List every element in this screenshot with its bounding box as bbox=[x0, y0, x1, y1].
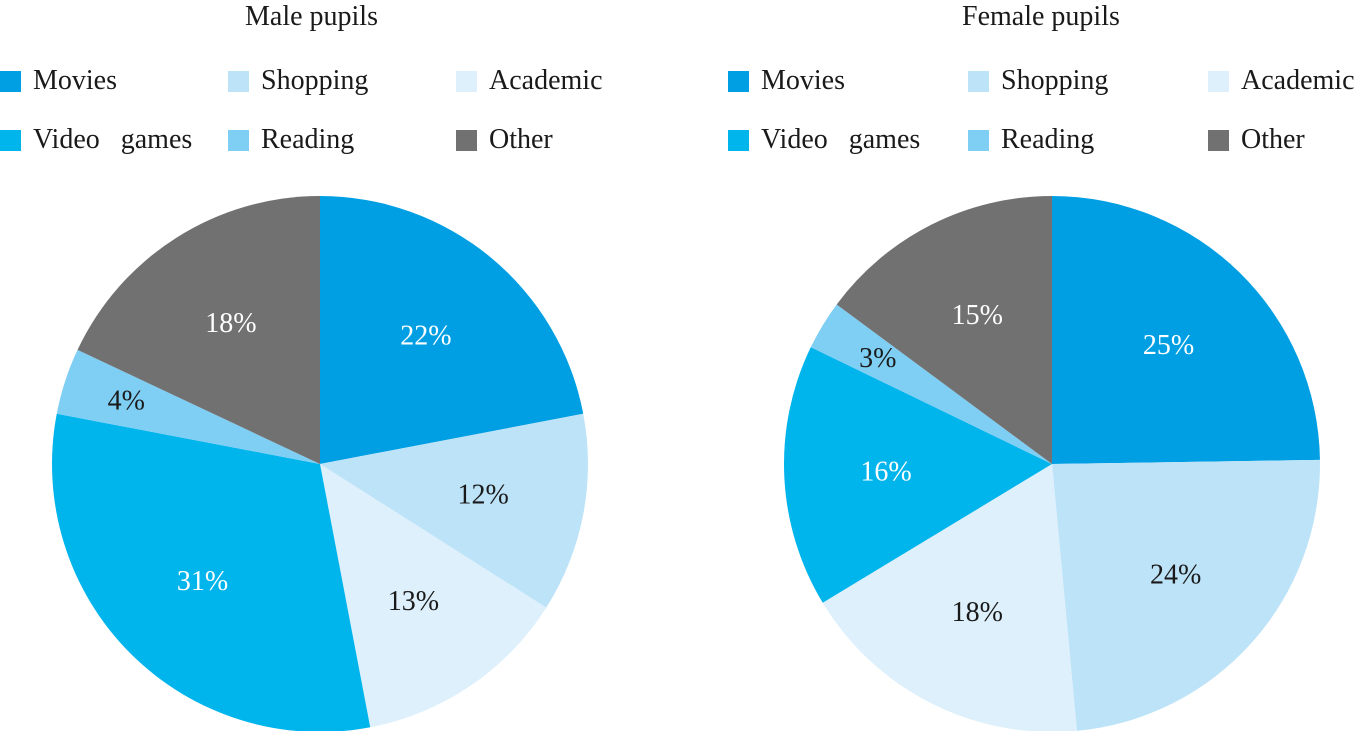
pie-slice-movies bbox=[1052, 196, 1320, 464]
legend-label: Movies bbox=[33, 65, 117, 96]
data-label-video-games: 16% bbox=[860, 456, 911, 487]
legend-item-other: Other bbox=[1208, 123, 1305, 157]
pie-slice-academic bbox=[822, 464, 1077, 731]
pie-slice-academic bbox=[320, 464, 547, 728]
legend-label: Shopping bbox=[261, 65, 369, 96]
legend-swatch-video-games bbox=[0, 129, 21, 151]
female-pie: 25% 24% 18% 16% 3% 15% bbox=[783, 196, 1321, 731]
pie-slice-video-games bbox=[783, 347, 1052, 603]
data-label-academic: 13% bbox=[388, 586, 439, 617]
legend-item-video-games: Video games bbox=[728, 123, 920, 157]
legend-label: Shopping bbox=[1001, 65, 1109, 96]
legend-swatch-reading bbox=[228, 129, 249, 151]
data-label-reading: 4% bbox=[108, 386, 145, 417]
pie-slice-video-games bbox=[52, 413, 371, 731]
legend-label: Reading bbox=[261, 124, 355, 155]
legend-swatch-academic bbox=[456, 70, 477, 92]
legend-item-academic: Academic bbox=[456, 64, 603, 98]
chart-title: Male pupils bbox=[245, 1, 378, 32]
legend-swatch-video-games bbox=[728, 129, 749, 151]
male-pie: 22% 12% 13% 31% 4% 18% bbox=[52, 195, 588, 731]
legend-item-movies: Movies bbox=[728, 64, 845, 98]
data-label-shopping: 12% bbox=[458, 480, 509, 511]
legend-item-reading: Reading bbox=[968, 123, 1094, 157]
pie-slice-reading bbox=[56, 349, 320, 464]
legend-item-shopping: Shopping bbox=[228, 64, 368, 98]
female-pupils-chart: Female pupils Movies Shopping Academic V… bbox=[728, 0, 1367, 731]
legend-label: Other bbox=[1241, 124, 1305, 155]
legend-swatch-reading bbox=[968, 129, 989, 151]
pie-slice-other bbox=[77, 195, 320, 464]
data-label-shopping: 24% bbox=[1150, 559, 1201, 590]
pie-slice-shopping bbox=[320, 413, 588, 608]
data-label-other: 18% bbox=[205, 308, 256, 339]
legend-item-academic: Academic bbox=[1208, 64, 1355, 98]
pie-slice-other bbox=[836, 196, 1052, 464]
chart-title: Female pupils bbox=[962, 1, 1120, 32]
male-pupils-chart: Male pupils Movies Shopping Academic Vid… bbox=[0, 0, 683, 731]
legend-label: Academic bbox=[489, 65, 603, 96]
data-label-reading: 3% bbox=[859, 343, 896, 374]
legend-label: Video games bbox=[761, 124, 921, 155]
data-label-video-games: 31% bbox=[177, 566, 228, 597]
legend-label: Movies bbox=[761, 65, 845, 96]
legend-item-movies: Movies bbox=[0, 64, 117, 98]
data-label-academic: 18% bbox=[952, 597, 1003, 628]
legend-label: Reading bbox=[1001, 124, 1095, 155]
legend-item-video-games: Video games bbox=[0, 123, 192, 157]
legend-swatch-other bbox=[1208, 129, 1229, 151]
legend-label: Academic bbox=[1241, 65, 1355, 96]
legend-item-other: Other bbox=[456, 123, 553, 157]
legend-swatch-movies bbox=[0, 70, 21, 92]
data-label-movies: 25% bbox=[1143, 330, 1194, 361]
legend-swatch-academic bbox=[1208, 70, 1229, 92]
legend-swatch-other bbox=[456, 129, 477, 151]
data-label-other: 15% bbox=[952, 300, 1003, 331]
legend-swatch-movies bbox=[728, 70, 749, 92]
legend-swatch-shopping bbox=[228, 70, 249, 92]
legend-item-reading: Reading bbox=[228, 123, 354, 157]
pie-slice-shopping bbox=[1052, 459, 1321, 731]
data-label-movies: 22% bbox=[400, 320, 451, 351]
legend-item-shopping: Shopping bbox=[968, 64, 1108, 98]
pie-slice-reading bbox=[810, 304, 1052, 464]
legend-label: Other bbox=[489, 124, 553, 155]
legend-label: Video games bbox=[33, 124, 193, 155]
pie-slice-movies bbox=[320, 196, 584, 464]
legend-swatch-shopping bbox=[968, 70, 989, 92]
